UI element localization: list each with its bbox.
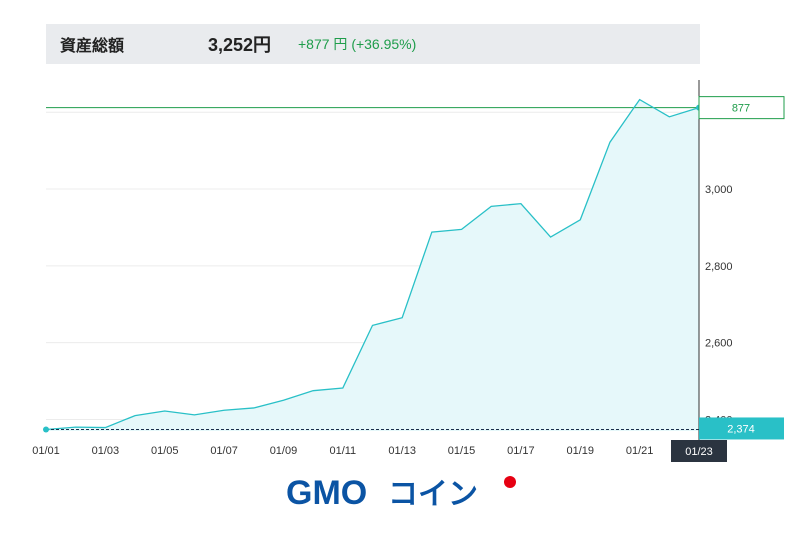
logo-red-dot bbox=[504, 476, 516, 488]
asset-summary-header: 資産総額 3,252円 +877 円 (+36.95%) bbox=[46, 24, 700, 64]
area-fill bbox=[46, 99, 699, 431]
x-tick-label: 01/15 bbox=[448, 445, 476, 457]
baseline-label-box bbox=[699, 417, 784, 440]
asset-total-value: 3,252円 bbox=[208, 35, 272, 55]
current-x-label: 01/23 bbox=[685, 446, 713, 458]
y-tick-label: 2,600 bbox=[705, 338, 733, 350]
x-tick-label: 01/19 bbox=[567, 445, 595, 457]
asset-change-value: +877 円 (+36.95%) bbox=[298, 36, 417, 52]
y-tick-label: 2,800 bbox=[705, 261, 733, 273]
x-tick-label: 01/21 bbox=[626, 445, 654, 457]
y-tick-label: 3,000 bbox=[705, 184, 733, 196]
baseline-label: 2,374 bbox=[727, 423, 755, 435]
x-tick-label: 01/01 bbox=[32, 445, 60, 457]
current-x-label-box bbox=[671, 440, 727, 462]
x-tick-label: 01/11 bbox=[329, 445, 356, 457]
reference-label: 877 bbox=[732, 103, 750, 115]
start-point bbox=[43, 426, 49, 433]
reference-label-box bbox=[698, 96, 785, 120]
x-tick-label: 01/17 bbox=[507, 445, 535, 457]
asset-total-label: 資産総額 bbox=[60, 38, 125, 55]
x-tick-label: 01/13 bbox=[388, 445, 416, 457]
logo-text-coin: コイン bbox=[388, 477, 478, 512]
x-tick-label: 01/07 bbox=[210, 445, 238, 457]
asset-chart: 2,4002,6002,8003,0003,2008772,37401/0101… bbox=[32, 80, 785, 462]
x-tick-label: 01/09 bbox=[270, 445, 298, 457]
gmo-coin-logo: GMO コイン bbox=[286, 474, 516, 512]
x-tick-label: 01/05 bbox=[151, 445, 179, 457]
x-tick-label: 01/03 bbox=[92, 445, 120, 457]
series-line bbox=[45, 98, 700, 431]
logo-text-gmo: GMO bbox=[286, 474, 367, 512]
